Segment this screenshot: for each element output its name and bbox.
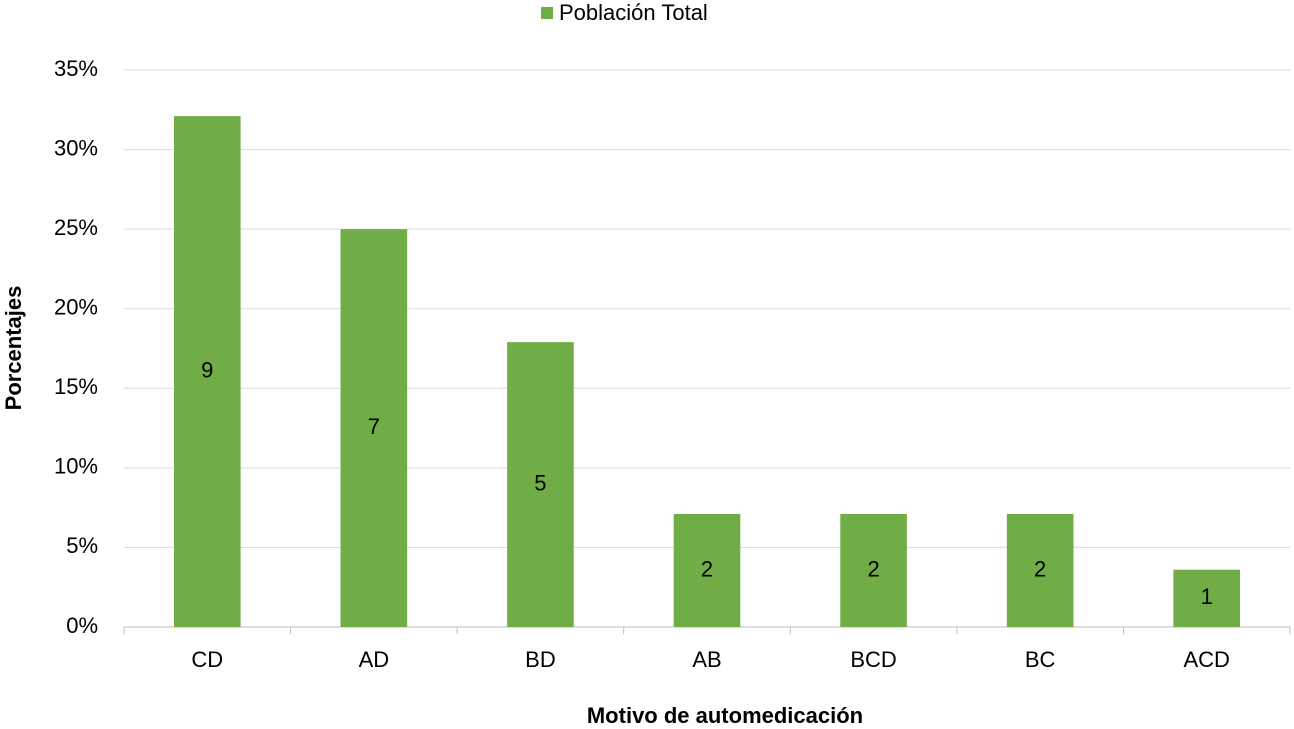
- bar-count-label: 9: [201, 357, 213, 382]
- y-axis-title: Porcentajes: [1, 286, 26, 411]
- bar: [840, 514, 907, 627]
- x-tick-label: BC: [1025, 647, 1056, 672]
- x-tick-label: BD: [525, 647, 556, 672]
- x-tick-label: AD: [359, 647, 390, 672]
- bar: [1006, 514, 1074, 627]
- x-tick-label: ACD: [1183, 647, 1229, 672]
- bar: [173, 116, 241, 627]
- y-tick-label: 30%: [54, 135, 98, 160]
- y-tick-label: 0%: [66, 613, 98, 638]
- y-tick-label: 25%: [54, 215, 98, 240]
- legend-swatch: [541, 7, 553, 19]
- bar: [340, 229, 408, 627]
- y-tick-label: 5%: [66, 533, 98, 558]
- legend-label: Población Total: [559, 0, 708, 25]
- bar-count-label: 2: [1034, 556, 1046, 581]
- bar: [673, 514, 741, 627]
- bar-count-label: 1: [1201, 584, 1213, 609]
- x-tick-label: CD: [191, 647, 223, 672]
- bar: [507, 342, 574, 627]
- x-tick-label: BCD: [850, 647, 896, 672]
- x-tick-label: AB: [692, 647, 721, 672]
- y-tick-label: 10%: [54, 454, 98, 479]
- y-tick-label: 20%: [54, 295, 98, 320]
- x-axis-title: Motivo de automedicación: [587, 703, 863, 728]
- bar-count-label: 7: [368, 414, 380, 439]
- y-tick-label: 35%: [54, 56, 98, 81]
- y-tick-label: 15%: [54, 374, 98, 399]
- bar: [1173, 569, 1241, 627]
- bar-count-label: 5: [534, 470, 546, 495]
- bar-count-label: 2: [701, 556, 713, 581]
- bar-count-label: 2: [867, 556, 879, 581]
